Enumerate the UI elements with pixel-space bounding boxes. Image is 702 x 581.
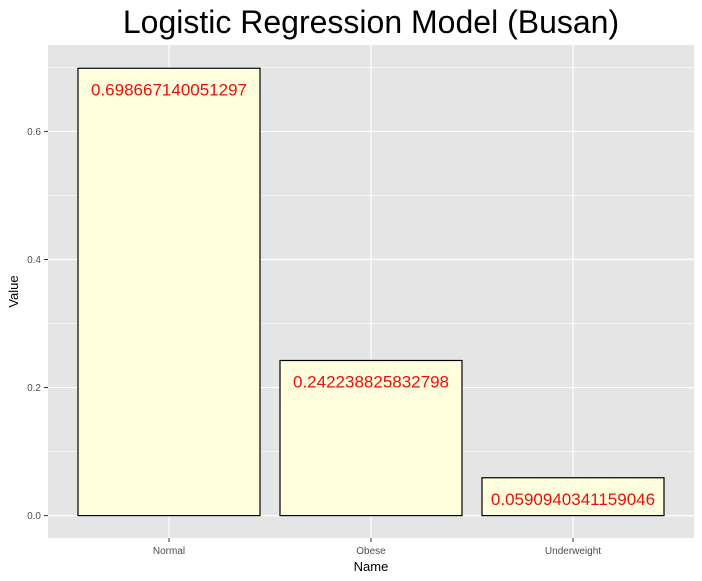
y-axis: 0.0 0.2 0.4 0.6 [27, 127, 48, 522]
data-labels: 0.698667140051297 0.242238825832798 0.0590… [91, 80, 655, 508]
x-tick-label: Obese [356, 546, 386, 557]
data-label: 0.0590940341159046 [491, 490, 655, 509]
data-label: 0.242238825832798 [293, 372, 449, 391]
y-tick-label: 0.2 [27, 383, 41, 394]
x-tick-label: Normal [153, 546, 185, 557]
x-axis: Normal Obese Underweight [153, 538, 601, 557]
x-tick-label: Underweight [545, 546, 601, 557]
y-tick-label: 0.6 [27, 127, 41, 138]
chart-title: Logistic Regression Model (Busan) [123, 4, 619, 40]
bars [77, 67, 665, 517]
x-axis-title: Name [354, 559, 389, 574]
bar-normal [77, 67, 261, 517]
y-tick-label: 0.4 [27, 255, 41, 266]
bar-underweight [481, 477, 665, 517]
bar-obese [279, 359, 463, 517]
data-label: 0.698667140051297 [91, 80, 247, 99]
y-axis-title: Value [6, 275, 21, 307]
y-tick-label: 0.0 [27, 511, 41, 522]
